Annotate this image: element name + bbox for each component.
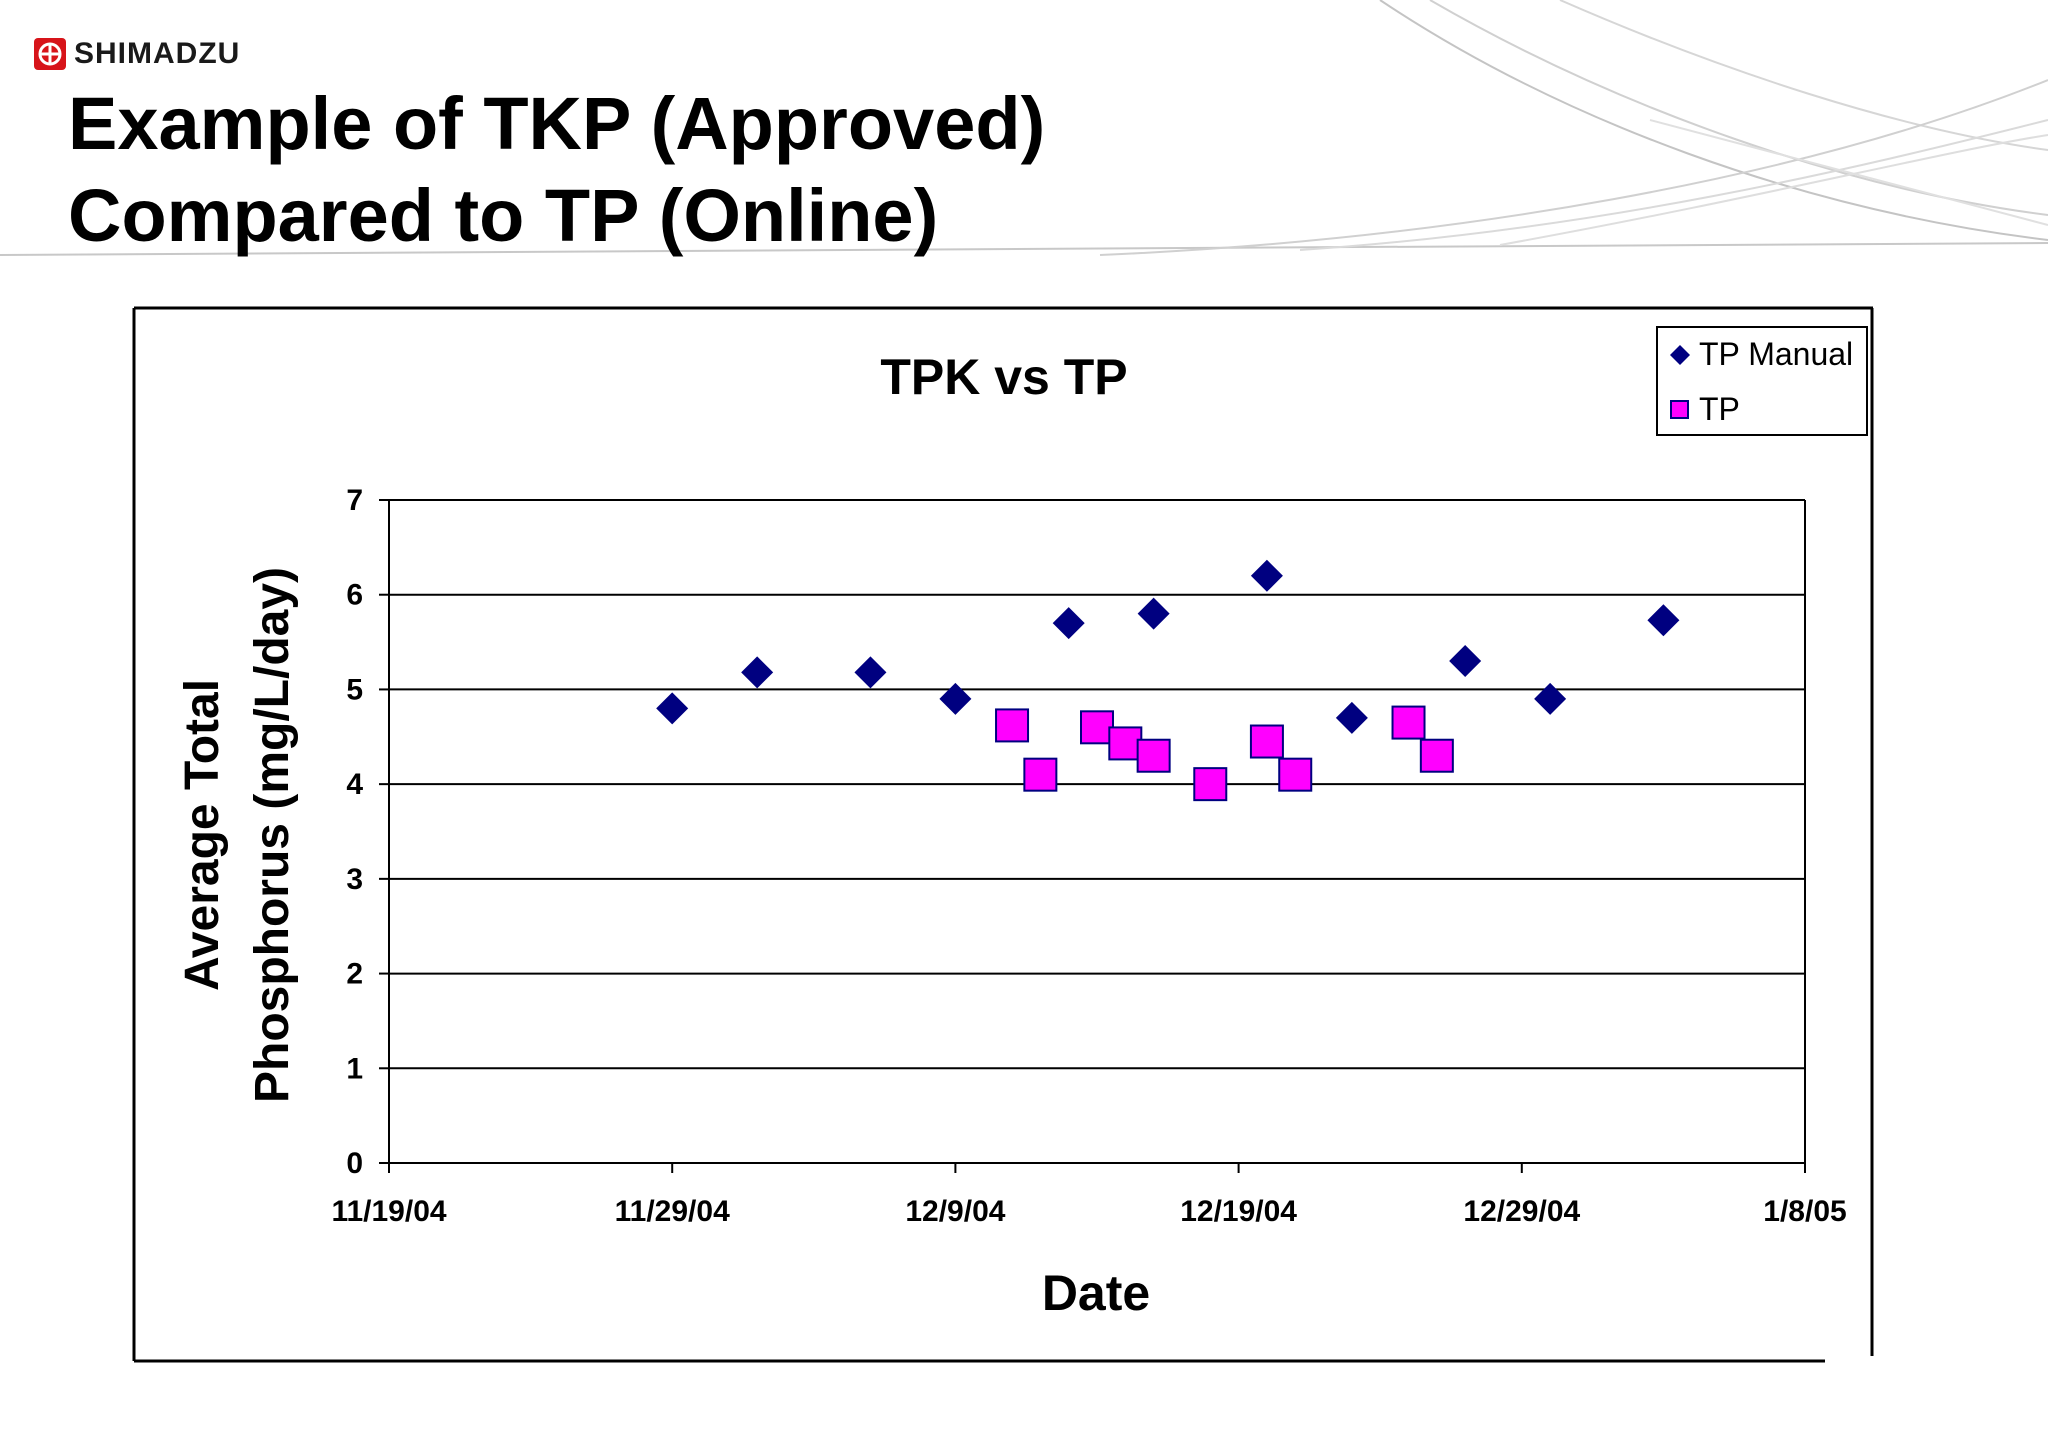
- data-point-diamond: [1052, 607, 1085, 640]
- x-tick-label: 12/9/04: [905, 1195, 1005, 1228]
- legend-diamond-icon: [1670, 345, 1690, 365]
- data-point-diamond: [1335, 701, 1368, 734]
- legend: TP Manual TP: [1656, 326, 1868, 436]
- y-tick-label: 0: [346, 1147, 363, 1180]
- data-point-diamond: [1449, 645, 1482, 678]
- data-point-square: [1278, 757, 1313, 792]
- x-tick-label: 12/19/04: [1180, 1195, 1297, 1228]
- data-point-square: [1108, 726, 1143, 761]
- x-tick-label: 12/29/04: [1463, 1195, 1580, 1228]
- y-tick-label: 7: [346, 484, 363, 517]
- y-tick-label: 4: [346, 768, 363, 801]
- data-point-diamond: [741, 656, 774, 689]
- slide-title-line2: Compared to TP (Online): [68, 174, 939, 257]
- y-axis-label-line2: Phosphorus (mg/L/day): [246, 567, 299, 1103]
- y-tick-label: 6: [346, 579, 363, 612]
- y-tick-label: 3: [346, 863, 363, 896]
- shimadzu-logo-icon: [34, 38, 66, 70]
- data-point-diamond: [854, 656, 887, 689]
- legend-box: [1656, 326, 1868, 436]
- series-tp: [995, 705, 1454, 802]
- data-point-diamond: [939, 682, 972, 715]
- slide-title: Example of TKP (Approved) Compared to TP…: [68, 78, 1045, 262]
- data-point-square: [1391, 705, 1426, 740]
- legend-label-tp: TP: [1699, 391, 1740, 427]
- brand-name: SHIMADZU: [74, 37, 241, 70]
- data-point-diamond: [1137, 597, 1170, 630]
- data-point-square: [1419, 738, 1454, 773]
- data-point-square: [995, 708, 1030, 743]
- chart-title: TPK vs TP: [880, 349, 1127, 405]
- data-point-square: [1023, 757, 1058, 792]
- legend-square-icon: [1670, 400, 1689, 419]
- y-tick-label: 1: [346, 1052, 363, 1085]
- series-tp-manual: [656, 559, 1680, 734]
- series-layer: [656, 559, 1680, 802]
- plot-grid: [388, 499, 1806, 1164]
- x-tick-label: 11/19/04: [331, 1195, 446, 1228]
- y-axis-label: Average Total Phosphorus (mg/L/day): [176, 567, 299, 1103]
- x-tick-label: 11/29/04: [615, 1195, 730, 1228]
- data-point-square: [1249, 724, 1284, 759]
- data-point-diamond: [1534, 682, 1567, 715]
- y-tick-label: 2: [346, 958, 363, 991]
- data-point-square: [1080, 710, 1114, 745]
- y-tick-label: 5: [346, 673, 363, 706]
- y-axis-label-line1: Average Total: [176, 679, 229, 991]
- brand-logo: SHIMADZU: [34, 38, 240, 70]
- data-point-diamond: [1647, 604, 1680, 637]
- data-point-square: [1136, 738, 1171, 773]
- data-point-diamond: [656, 692, 689, 725]
- data-point-square: [1193, 767, 1228, 802]
- y-axis-ticks: 0 1 2 3 4 5 6 7: [346, 484, 389, 1180]
- slide-title-line1: Example of TKP (Approved): [68, 82, 1046, 165]
- x-axis-label: Date: [1042, 1265, 1150, 1321]
- x-tick-label: 1/8/05: [1763, 1195, 1846, 1228]
- legend-label-tp-manual: TP Manual: [1699, 336, 1853, 372]
- x-axis-ticks: 11/19/04 11/29/04 12/9/04 12/19/04 12/29/04 1…: [331, 1163, 1847, 1228]
- data-point-diamond: [1250, 559, 1283, 592]
